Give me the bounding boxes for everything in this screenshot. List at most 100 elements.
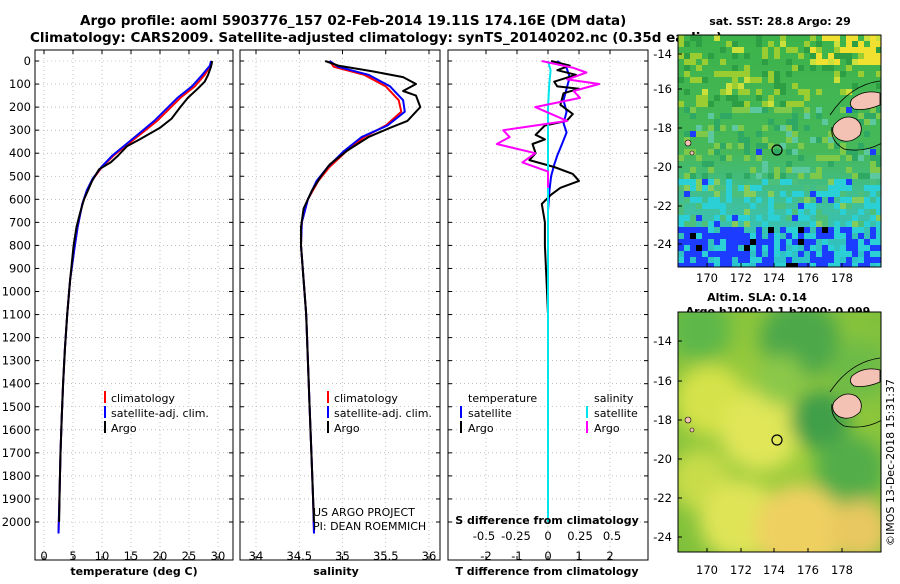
sst-cell (876, 41, 881, 47)
sst-cell (864, 47, 870, 53)
sst-cell (852, 59, 858, 65)
sst-cell (762, 179, 768, 185)
sst-cell (804, 245, 810, 251)
sla-lat-tick-label: -18 (653, 413, 672, 427)
sst-cell (744, 143, 750, 149)
sst-cell (792, 113, 798, 119)
sst-cell (864, 113, 870, 119)
sst-cell (816, 173, 822, 179)
x-tick-label: 1 (575, 549, 582, 563)
sst-cell (768, 227, 774, 233)
sst-cell (864, 119, 870, 125)
sst-cell (828, 59, 834, 65)
sst-cell (768, 209, 774, 215)
sst-cell (684, 107, 690, 113)
sst-cell (834, 71, 840, 77)
sst-cell (744, 251, 750, 257)
sst-cell (696, 35, 702, 41)
sst-cell (696, 215, 702, 221)
sst-cell (876, 155, 881, 161)
sst-cell (858, 191, 864, 197)
sst-cell (840, 149, 846, 155)
sst-cell (762, 143, 768, 149)
sst-cell (822, 137, 828, 143)
sst-cell (786, 59, 792, 65)
sst-cell (714, 197, 720, 203)
sst-cell (870, 119, 876, 125)
temperature-legend: climatology satellite-adj. clim. Argo (104, 391, 209, 435)
sst-cell (720, 215, 726, 221)
sst-cell (846, 263, 852, 267)
sst-cell (870, 155, 876, 161)
sst-cell (864, 197, 870, 203)
sst-cell (780, 125, 786, 131)
sst-cell (744, 215, 750, 221)
sst-cell (834, 185, 840, 191)
series-argo (58, 60, 214, 523)
sst-cell (828, 257, 834, 263)
x-tick-label: 15 (124, 549, 139, 563)
sst-cell (876, 167, 881, 173)
sst-cell (858, 143, 864, 149)
sla-map-title1: Altim. SLA: 0.14 (707, 291, 807, 304)
sst-cell (852, 149, 858, 155)
figure-title-line2: Climatology: CARS2009. Satellite-adjuste… (30, 30, 722, 46)
sst-cell (684, 53, 690, 59)
sst-cell (738, 107, 744, 113)
depth-tick-label: 1400 (2, 377, 31, 391)
sst-cell (702, 101, 708, 107)
sst-cell (714, 149, 720, 155)
sst-cell (708, 203, 714, 209)
sst-cell (774, 107, 780, 113)
sst-cell (702, 221, 708, 227)
x-tick-label: 36 (422, 549, 437, 563)
island-vanua-levu (850, 368, 881, 387)
depth-tick-label: 1200 (2, 331, 31, 345)
sst-cell (696, 203, 702, 209)
x-tick-label: 0 (40, 549, 47, 563)
sst-cell (756, 107, 762, 113)
sst-cell (834, 191, 840, 197)
sst-cell (684, 227, 690, 233)
sst-cell (714, 257, 720, 263)
sst-cell (732, 251, 738, 257)
sst-cell (816, 257, 822, 263)
sst-cell (720, 71, 726, 77)
sst-cell (870, 59, 876, 65)
sst-cell (732, 107, 738, 113)
sst-cell (732, 71, 738, 77)
x-tick-label: 5 (69, 549, 76, 563)
legend-climatology-label: climatology (334, 392, 398, 405)
reef-outline (831, 403, 881, 428)
sst-cell (822, 251, 828, 257)
sst-cell (732, 221, 738, 227)
sst-cell (828, 233, 834, 239)
sst-cell (732, 215, 738, 221)
sst-cell (858, 245, 864, 251)
sst-cell (792, 245, 798, 251)
series-climatology (57, 60, 213, 534)
sst-cell (720, 143, 726, 149)
sst-cell (738, 143, 744, 149)
sst-cell (780, 143, 786, 149)
sst-cell (786, 107, 792, 113)
sst-cell (696, 125, 702, 131)
sst-cell (750, 107, 756, 113)
sst-cell (792, 167, 798, 173)
sst-cell (798, 203, 804, 209)
sst-cell (696, 251, 702, 257)
sst-cell (876, 59, 881, 65)
sst-cell (726, 227, 732, 233)
sst-cell (822, 155, 828, 161)
sst-cell (864, 173, 870, 179)
sst-cell (738, 251, 744, 257)
sst-cell (768, 119, 774, 125)
sst-cell (732, 47, 738, 53)
sst-cell (714, 119, 720, 125)
sst-cell (726, 263, 732, 267)
sst-cell (720, 245, 726, 251)
sst-cell (834, 41, 840, 47)
difference-top-label: S difference from climatology (455, 514, 639, 527)
sst-cell (720, 239, 726, 245)
sst-cell (768, 239, 774, 245)
